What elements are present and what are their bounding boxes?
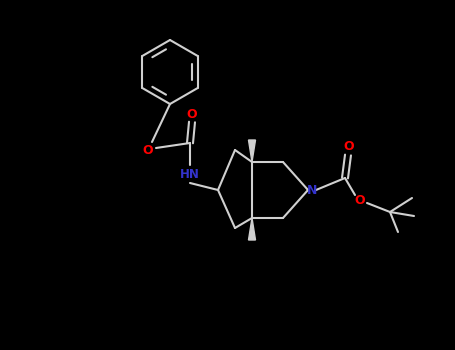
Text: O: O [344, 140, 354, 154]
Text: O: O [355, 194, 365, 206]
Text: O: O [187, 107, 197, 120]
Text: O: O [143, 144, 153, 156]
Text: HN: HN [180, 168, 200, 182]
Polygon shape [248, 140, 256, 162]
Text: N: N [307, 183, 317, 196]
Polygon shape [248, 218, 256, 240]
